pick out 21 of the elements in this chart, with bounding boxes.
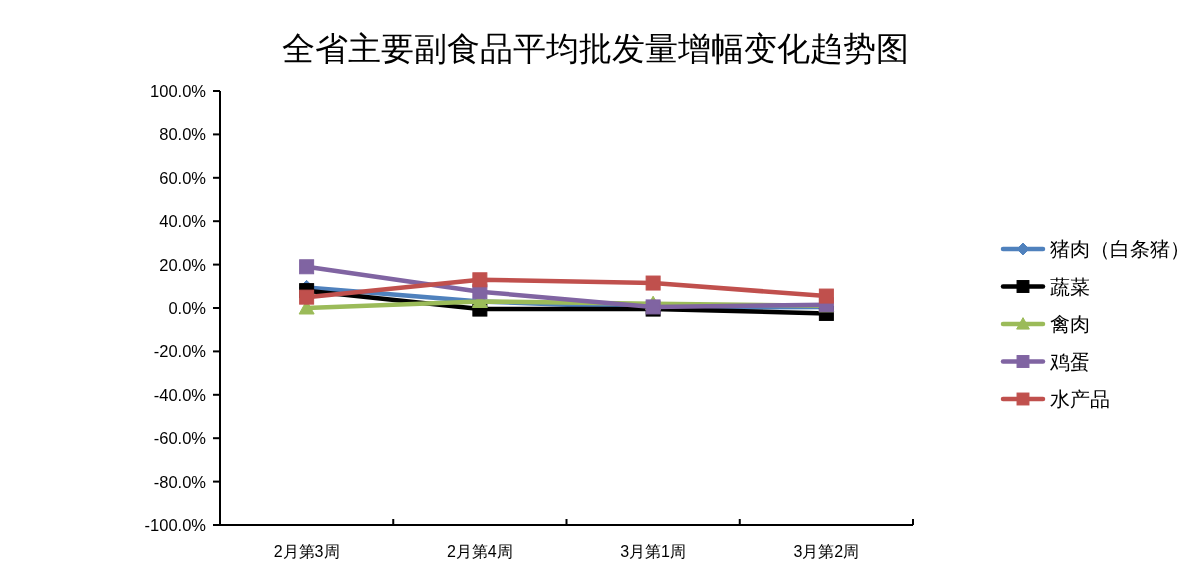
y-tick-label: 40.0% [159,212,206,231]
y-tick-label: 20.0% [159,255,206,274]
y-tick-label: 60.0% [159,168,206,187]
y-tick-label: -20.0% [153,342,206,361]
legend-label: 蔬菜 [1050,275,1090,298]
x-tick-label: 2月第4周 [447,543,513,560]
legend-label: 水产品 [1050,388,1110,410]
y-tick-label: -40.0% [153,385,206,404]
x-tick-label: 3月第1周 [620,543,686,560]
title: 全省主要副食品平均批发量增幅变化趋势图 [281,30,909,67]
legend-label: 猪肉（白条猪） [1050,238,1190,260]
x-tick-label: 3月第2周 [793,543,860,560]
y-tick-label: -60.0% [153,429,206,448]
y-tick-label: -80.0% [153,472,206,491]
legend-label: 鸡蛋 [1050,350,1090,373]
x-tick-label: 2月第3周 [273,543,340,560]
y-tick-label: 100.0% [150,82,206,100]
legend-label: 禽肉 [1050,313,1090,335]
y-tick-label: 0.0% [168,299,206,317]
y-tick-label: -100.0% [144,516,206,534]
y-tick-label: 80.0% [159,125,206,144]
